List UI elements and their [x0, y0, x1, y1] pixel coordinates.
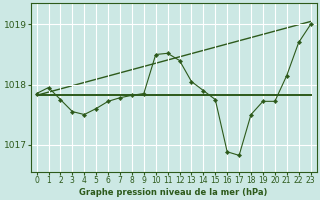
X-axis label: Graphe pression niveau de la mer (hPa): Graphe pression niveau de la mer (hPa) — [79, 188, 268, 197]
